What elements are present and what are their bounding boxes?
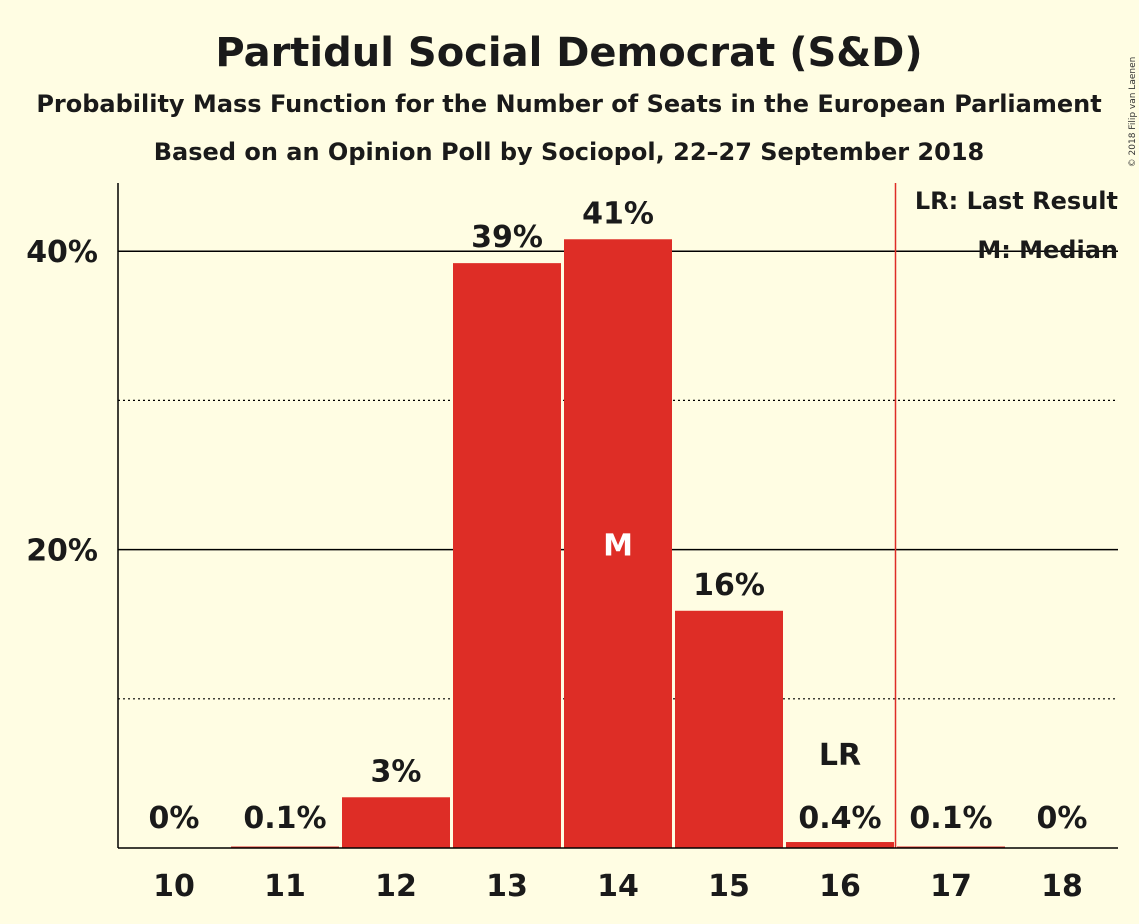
y-tick-label: 40%: [26, 235, 98, 270]
x-tick-label: 17: [930, 869, 972, 904]
bar: [675, 610, 783, 848]
x-tick-label: 15: [708, 869, 750, 904]
x-tick-label: 10: [153, 869, 195, 904]
chart-subtitle-2: Based on an Opinion Poll by Sociopol, 22…: [154, 138, 984, 166]
axes: 20% 40% 10 11 12 13 14 15 16 17 18: [26, 183, 1118, 904]
data-labels: 0% 0.1% 3% 39% 41% 16% 0.4% 0.1% 0% M LR: [149, 196, 1088, 836]
data-label: 0.4%: [798, 801, 881, 836]
legend-median: M: Median: [977, 236, 1118, 264]
last-result-marker: LR: [819, 738, 861, 773]
bar: [564, 239, 672, 848]
bar: [453, 263, 561, 848]
x-tick-label: 14: [597, 869, 639, 904]
y-tick-label: 20%: [26, 534, 98, 569]
copyright-note: © 2018 Filip van Laenen: [1128, 57, 1138, 168]
bars: [231, 239, 1005, 848]
x-tick-label: 11: [264, 869, 306, 904]
x-tick-label: 16: [819, 869, 861, 904]
bar: [786, 842, 894, 848]
data-label: 0.1%: [243, 801, 326, 836]
x-tick-label: 18: [1041, 869, 1083, 904]
data-label: 41%: [582, 196, 654, 231]
chart-subtitle: Probability Mass Function for the Number…: [36, 90, 1101, 118]
legend-last-result: LR: Last Result: [915, 187, 1118, 215]
median-marker: M: [603, 529, 633, 564]
chart-title: Partidul Social Democrat (S&D): [215, 30, 922, 76]
data-label: 16%: [693, 568, 765, 603]
x-tick-label: 12: [375, 869, 417, 904]
data-label: 0.1%: [909, 801, 992, 836]
data-label: 0%: [149, 801, 200, 836]
data-label: 39%: [471, 220, 543, 255]
data-label: 0%: [1037, 801, 1088, 836]
data-label: 3%: [371, 754, 422, 789]
bar: [342, 797, 450, 848]
x-tick-label: 13: [486, 869, 528, 904]
